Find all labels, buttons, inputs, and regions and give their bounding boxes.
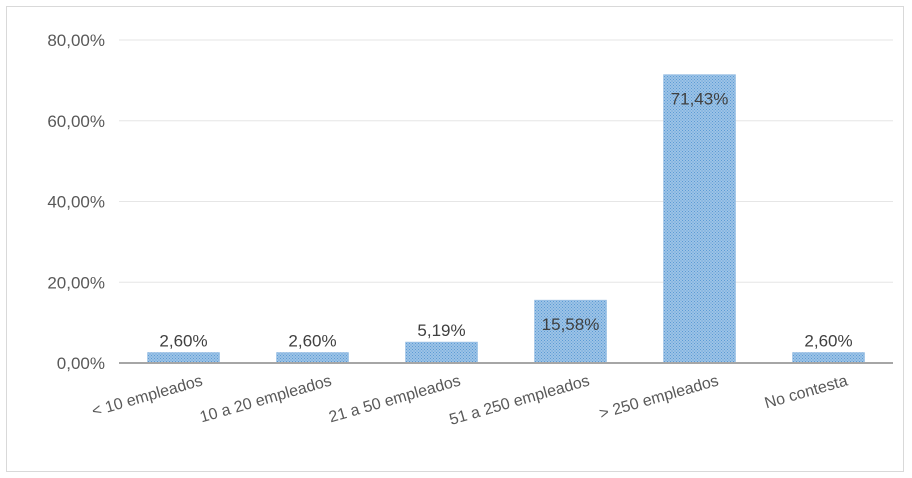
- data-label: 2,60%: [288, 332, 336, 351]
- y-tick-label: 60,00%: [47, 112, 105, 131]
- x-category-label: No contesta: [763, 372, 850, 412]
- bar: [147, 352, 220, 364]
- bar: [663, 74, 736, 364]
- data-label: 2,60%: [804, 332, 852, 351]
- y-tick-label: 40,00%: [47, 193, 105, 212]
- gridlines: [119, 39, 893, 283]
- y-tick-label: 80,00%: [47, 31, 105, 50]
- bar: [534, 299, 607, 364]
- bar: [792, 352, 865, 364]
- bar: [276, 352, 349, 364]
- x-category-label: > 250 empleados: [597, 373, 720, 423]
- data-label: 71,43%: [671, 90, 729, 109]
- y-tick-label: 0,00%: [57, 354, 105, 373]
- y-axis-tick-labels: 0,00% 20,00% 40,00% 60,00% 80,00%: [47, 31, 105, 373]
- data-label: 15,58%: [542, 315, 600, 334]
- chart-frame: 0,00% 20,00% 40,00% 60,00% 80,00% 2,60% 2,60%…: [6, 6, 904, 472]
- bars: [147, 74, 865, 364]
- x-category-label: < 10 empleados: [90, 373, 205, 421]
- x-category-label: 51 a 250 empleados: [448, 373, 592, 429]
- bar-chart: 0,00%20,00%40,00%60,00%80,00% 2,60% 2,60%…: [47, 31, 893, 429]
- x-category-label: 21 a 50 empleados: [327, 373, 463, 427]
- data-label: 5,19%: [417, 321, 465, 340]
- data-labels: 2,60% 2,60% 5,19% 15,58% 71,43% 2,60%: [159, 90, 852, 351]
- data-label: 2,60%: [159, 332, 207, 351]
- x-category-label: 10 a 20 empleados: [198, 373, 334, 427]
- bar: [405, 341, 478, 364]
- y-tick-label: 20,00%: [47, 273, 105, 292]
